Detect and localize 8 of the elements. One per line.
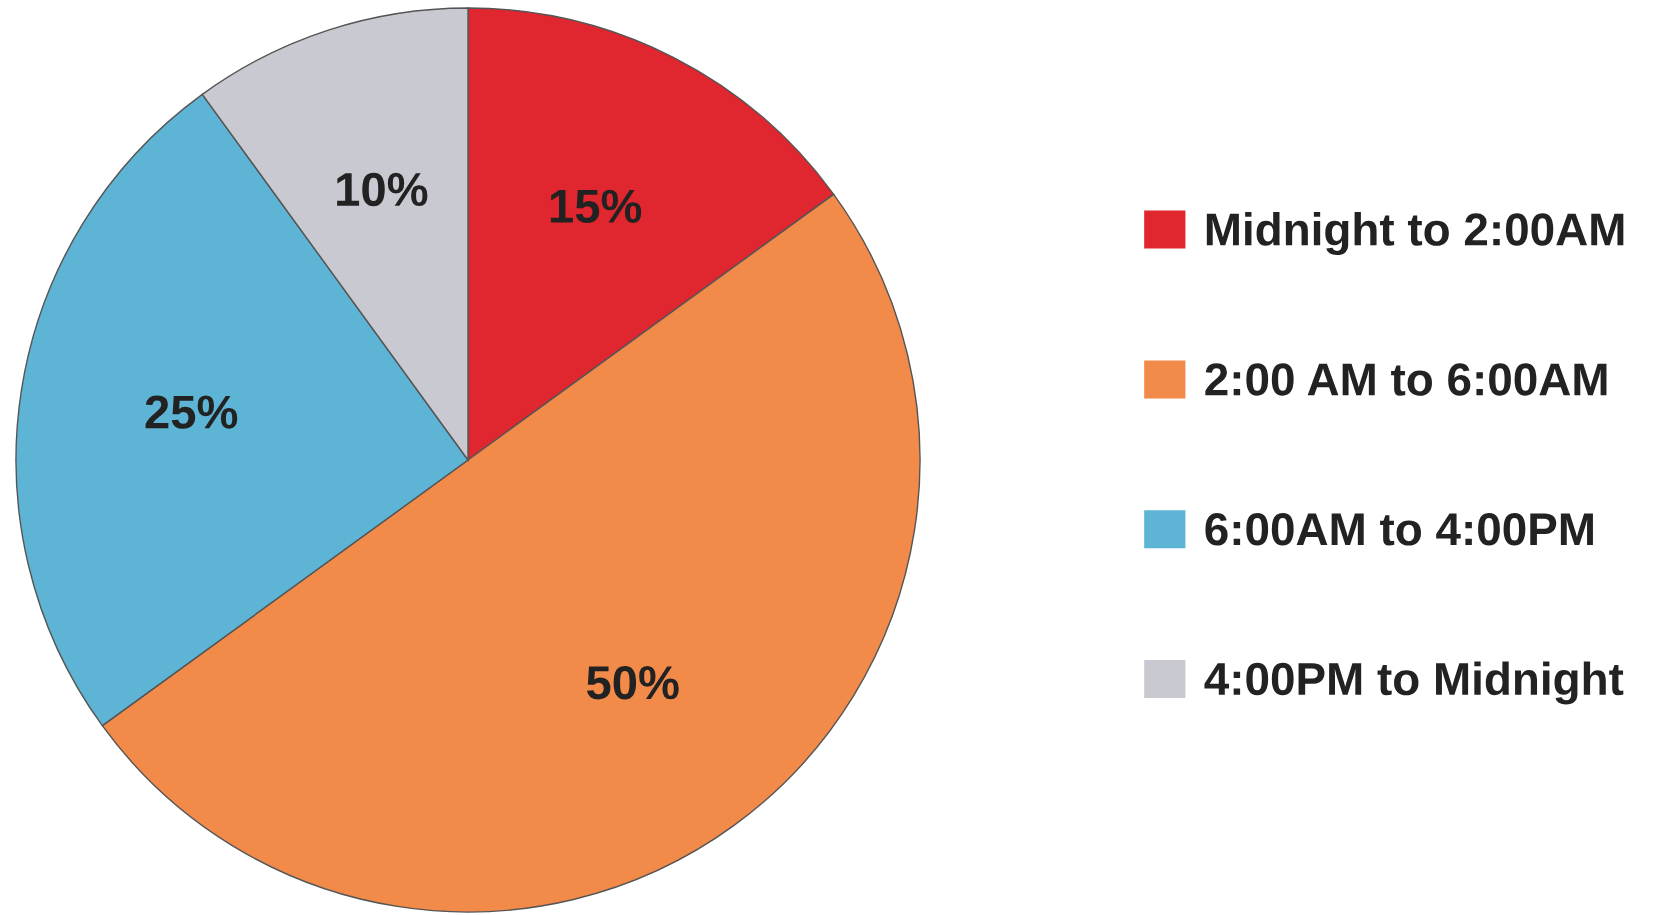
legend-label: 6:00AM to 4:00PM — [1205, 513, 1593, 546]
data-label: 50% — [586, 665, 679, 700]
legend-label: Midnight to 2:00AM — [1206, 212, 1624, 256]
data-label: 15% — [550, 189, 642, 223]
legend-label: 2:00 AM to 6:00AM — [1205, 363, 1607, 396]
data-label: 10% — [337, 172, 428, 207]
legend-label: 4:00PM to Midnight — [1204, 661, 1624, 705]
data-label: 25% — [145, 395, 238, 429]
